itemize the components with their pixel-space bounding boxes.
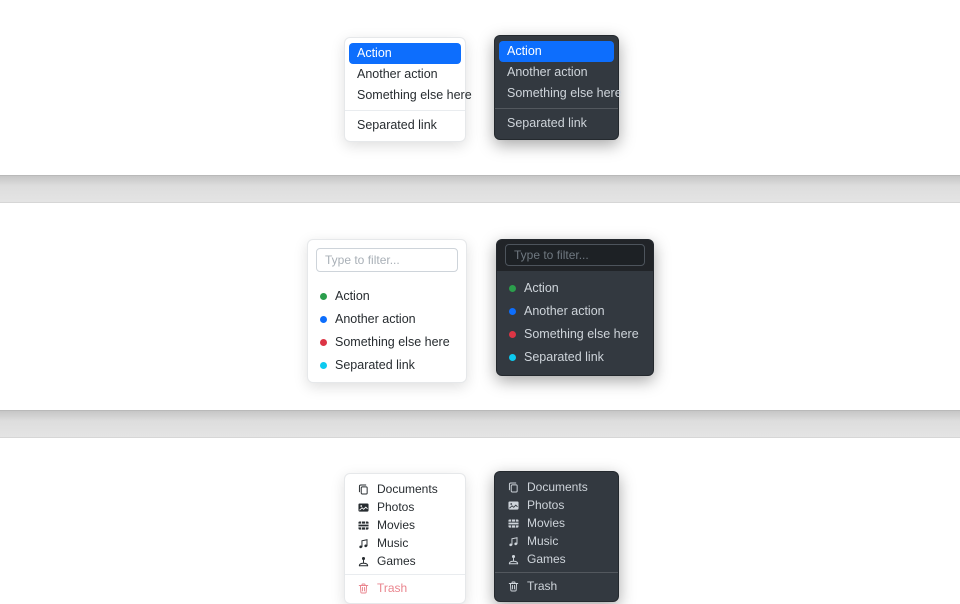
menu-item-label: Games	[527, 551, 566, 566]
menu-item-label: Photos	[527, 497, 565, 512]
section-separator	[0, 175, 960, 203]
photos-icon	[508, 500, 519, 510]
green-dot-icon	[320, 293, 327, 300]
photos-icon	[358, 502, 369, 512]
menu-item-label: Music	[377, 535, 409, 550]
filter-dropdown-dark: Action Another action Something else her…	[496, 239, 654, 376]
green-dot-icon	[509, 285, 516, 292]
menu-item-something-else[interactable]: Something else here	[507, 86, 622, 100]
filter-input[interactable]	[505, 244, 645, 266]
menu-item-movies[interactable]: Movies	[495, 514, 618, 532]
menu-item-label: Something else here	[524, 327, 639, 341]
icons-dropdown-dark: Documents Photos Movies Music Games Tras…	[494, 471, 619, 602]
menu-item-label: Movies	[527, 515, 566, 530]
menu-item-label: Movies	[377, 517, 416, 532]
menu-item-another-action[interactable]: Another action	[497, 300, 653, 323]
cyan-dot-icon	[320, 362, 327, 369]
filter-header	[497, 240, 653, 271]
menu-item-documents[interactable]: Documents	[345, 480, 465, 498]
menu-item-action[interactable]: Action	[349, 43, 461, 64]
menu-item-games[interactable]: Games	[345, 552, 465, 570]
red-dot-icon	[320, 339, 327, 346]
menu-item-label: Action	[335, 289, 370, 303]
blue-dot-icon	[509, 308, 516, 315]
menu-item-games[interactable]: Games	[495, 550, 618, 568]
movies-icon	[358, 520, 369, 530]
trash-icon	[508, 580, 519, 591]
menu-item-action[interactable]: Action	[497, 277, 653, 300]
filter-input[interactable]	[316, 248, 458, 272]
menu-item-movies[interactable]: Movies	[345, 516, 465, 534]
documents-icon	[358, 484, 368, 494]
red-dot-icon	[509, 331, 516, 338]
blue-dot-icon	[320, 316, 327, 323]
menu-item-music[interactable]: Music	[345, 534, 465, 552]
menu-divider	[495, 108, 618, 109]
basic-dropdown-light: Action Another action Something else her…	[344, 37, 472, 142]
movies-icon	[508, 518, 519, 528]
menu-item-separated-link[interactable]: Separated link	[497, 346, 653, 369]
menu-item-separated-link[interactable]: Separated link	[507, 116, 587, 130]
menu-item-action[interactable]: Action	[499, 41, 614, 62]
trash-icon	[358, 582, 369, 593]
menu-item-another-action[interactable]: Another action	[507, 65, 588, 79]
menu-item-photos[interactable]: Photos	[495, 496, 618, 514]
menu-item-trash[interactable]: Trash	[345, 579, 465, 597]
section-separator	[0, 410, 960, 438]
menu-item-label: Separated link	[335, 358, 415, 372]
filter-dropdown-light: Action Another action Something else her…	[307, 239, 467, 383]
menu-item-label: Something else here	[335, 335, 450, 349]
menu-item-label: Another action	[335, 312, 416, 326]
menu-item-label: Trash	[527, 578, 558, 593]
menu-item-something-else[interactable]: Something else here	[308, 331, 466, 354]
menu-item-label: Separated link	[524, 350, 604, 364]
menu-divider	[345, 574, 465, 575]
menu-divider	[345, 110, 465, 111]
menu-item-documents[interactable]: Documents	[495, 478, 618, 496]
games-icon	[358, 556, 369, 566]
menu-item-something-else[interactable]: Something else here	[357, 88, 472, 102]
documents-icon	[508, 482, 518, 492]
menu-item-music[interactable]: Music	[495, 532, 618, 550]
music-icon	[359, 538, 368, 548]
icons-dropdown-light: Documents Photos Movies Music Games Tras…	[344, 473, 466, 604]
menu-divider	[495, 572, 618, 573]
menu-item-label: Photos	[377, 499, 415, 514]
menu-item-separated-link[interactable]: Separated link	[357, 118, 437, 132]
music-icon	[509, 536, 518, 546]
menu-item-label: Music	[527, 533, 559, 548]
filter-header	[308, 240, 466, 280]
basic-dropdown-dark: Action Another action Something else her…	[494, 35, 622, 140]
menu-item-something-else[interactable]: Something else here	[497, 323, 653, 346]
menu-item-label: Documents	[527, 479, 588, 494]
menu-item-label: Trash	[377, 580, 408, 595]
menu-item-trash[interactable]: Trash	[495, 577, 618, 595]
menu-item-another-action[interactable]: Another action	[357, 67, 438, 81]
menu-item-another-action[interactable]: Another action	[308, 308, 466, 331]
menu-item-separated-link[interactable]: Separated link	[308, 354, 466, 377]
menu-item-label: Another action	[524, 304, 605, 318]
menu-item-label: Games	[377, 553, 416, 568]
menu-item-label: Action	[524, 281, 559, 295]
games-icon	[508, 554, 519, 564]
menu-item-photos[interactable]: Photos	[345, 498, 465, 516]
cyan-dot-icon	[509, 354, 516, 361]
menu-item-label: Documents	[377, 481, 438, 496]
menu-item-action[interactable]: Action	[308, 285, 466, 308]
